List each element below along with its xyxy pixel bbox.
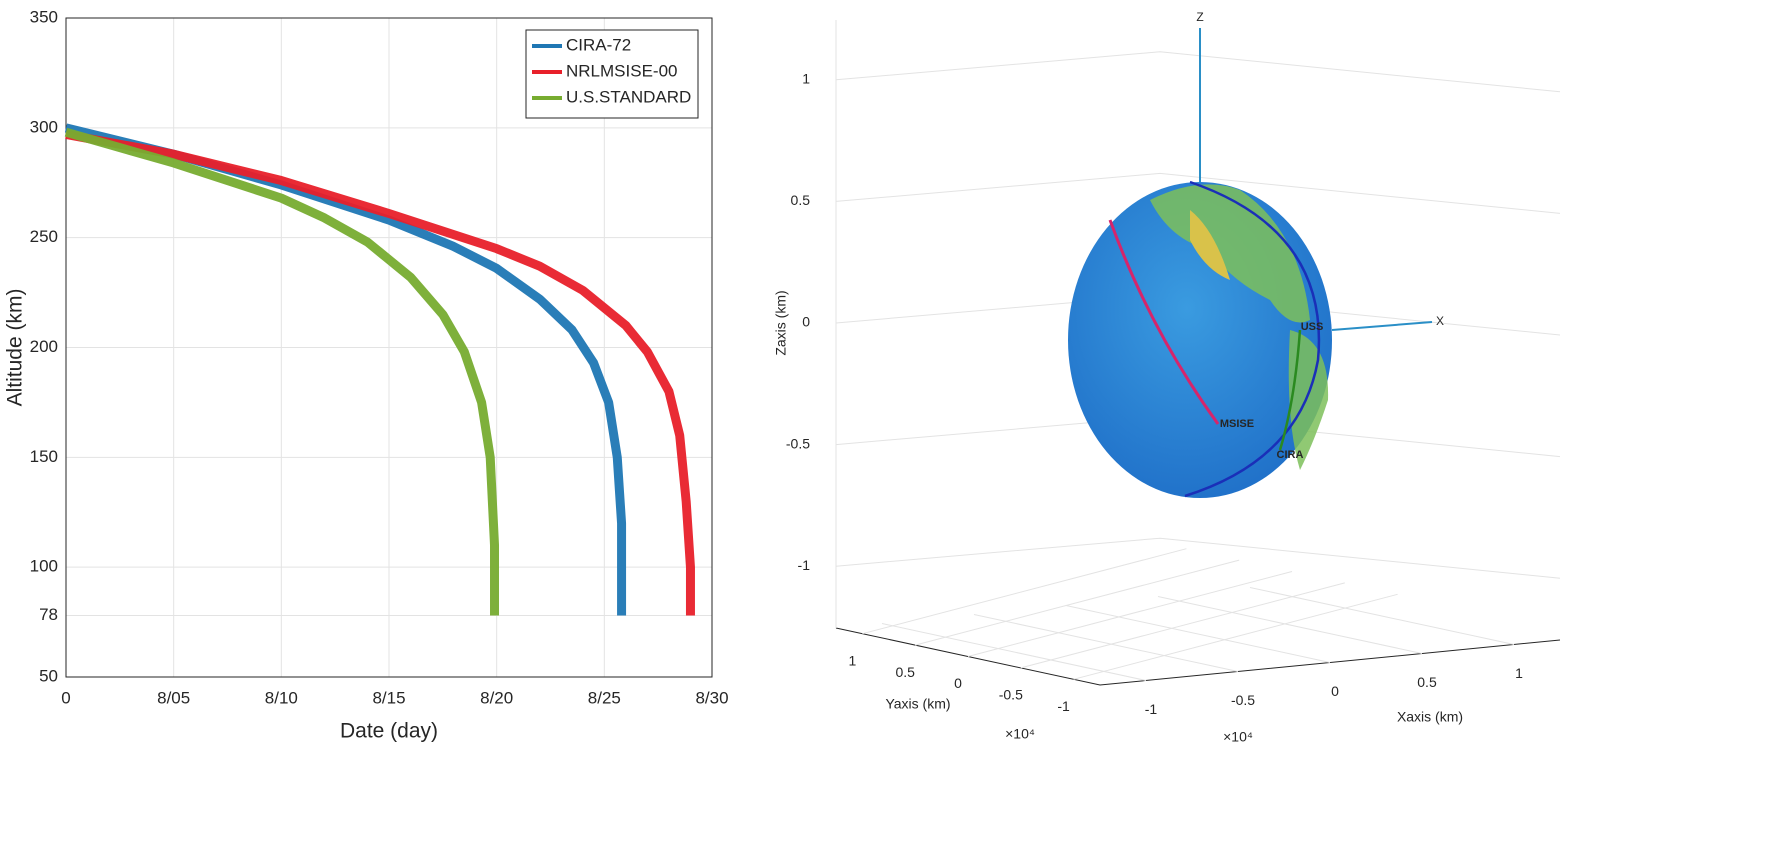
z-axis-label: Zaxis (km) (773, 290, 789, 355)
y-tick-label: 300 (30, 117, 58, 136)
series-line (64, 127, 500, 616)
z-tick-label: 0 (802, 314, 810, 330)
grid-line (835, 51, 1561, 93)
legend-label: CIRA-72 (566, 35, 631, 54)
grid-line (1020, 582, 1345, 669)
y-tick-label: 350 (30, 7, 58, 26)
y-tick-label: 50 (39, 666, 58, 685)
annotation: MSISE (1220, 418, 1254, 430)
plot-frame (65, 17, 713, 678)
y-axis-label: Altitude (km) (4, 289, 27, 407)
grid-line (835, 537, 1561, 579)
z-tick-label: 1 (802, 71, 810, 87)
grid-line (881, 623, 1147, 681)
grid-line (967, 571, 1293, 657)
z-tick-label: 0.5 (791, 192, 811, 208)
y-tick-label: -0.5 (999, 687, 1023, 703)
grid-line (973, 614, 1239, 672)
y-tick-label: 200 (30, 337, 58, 356)
z-tick-label: -1 (798, 557, 811, 573)
x-tick-label: 0.5 (1417, 674, 1437, 690)
x-tick-label: 8/20 (480, 688, 513, 707)
y-tick-label: 78 (39, 605, 58, 624)
orbit-trace (1108, 219, 1220, 425)
land (1190, 210, 1230, 280)
x-tick-label: -1 (1145, 701, 1158, 717)
grid-line (1073, 593, 1398, 680)
left-panel: 0 8/05 8/10 8/15 8/20 8/25 8/30 50 78 100 150 200 25… (4, 7, 729, 742)
y-tick-label: 250 (30, 227, 58, 246)
y-tick-label: 150 (30, 447, 58, 466)
x-axis-label: Date (day) (340, 720, 438, 743)
annotation: Z (1196, 10, 1203, 24)
grid-line (862, 548, 1187, 635)
y-tick-label: 0.5 (895, 664, 915, 680)
annotation: USS (1301, 321, 1324, 333)
y-tick-label: -1 (1057, 698, 1070, 714)
grid-line (1065, 605, 1331, 663)
legend-label: U.S.STANDARD (566, 87, 691, 106)
x-tick-label: 0 (61, 688, 70, 707)
x-tick-label: -0.5 (1231, 692, 1255, 708)
orbit-trace (1184, 180, 1321, 498)
x-tick-label: 8/15 (372, 688, 405, 707)
annotation: X (1436, 314, 1444, 328)
orbit-trace (1278, 329, 1302, 451)
x-tick-label: 8/10 (265, 688, 298, 707)
x-tick-label: 8/25 (588, 688, 621, 707)
grid-line (915, 559, 1240, 646)
annotation: CIRA (1277, 449, 1304, 461)
x-axis-label: Xaxis (km) (1397, 709, 1463, 725)
grid-line (1157, 596, 1423, 654)
x-tick-label: 0 (1331, 683, 1339, 699)
z-tick-label: -0.5 (786, 435, 810, 451)
y-axis-label: Yaxis (km) (885, 696, 950, 712)
y-tick-label: 0 (954, 675, 962, 691)
axis-line (835, 627, 1561, 686)
axis-x (1331, 321, 1433, 331)
x-tick-label: 1 (1515, 665, 1523, 681)
y-multiplier: ×10⁴ (1005, 726, 1035, 742)
grid-line (835, 172, 1561, 214)
legend-label: NRLMSISE-00 (566, 61, 677, 80)
x-tick-label: 8/05 (157, 688, 190, 707)
right-panel: -1 -0.5 0 0.5 1 -1 -0.5 0 0.5 1 -1 -0.5 0 0.5 1 Zaxis (… (773, 10, 1561, 745)
grid-line (1249, 587, 1515, 645)
x-multiplier: ×10⁴ (1223, 729, 1253, 745)
y-tick-label: 1 (849, 652, 857, 668)
y-tick-label: 100 (30, 557, 58, 576)
x-tick-label: 8/30 (695, 688, 728, 707)
series-line (65, 129, 695, 616)
